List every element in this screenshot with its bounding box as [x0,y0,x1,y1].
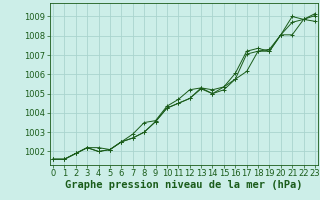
X-axis label: Graphe pression niveau de la mer (hPa): Graphe pression niveau de la mer (hPa) [65,180,303,190]
